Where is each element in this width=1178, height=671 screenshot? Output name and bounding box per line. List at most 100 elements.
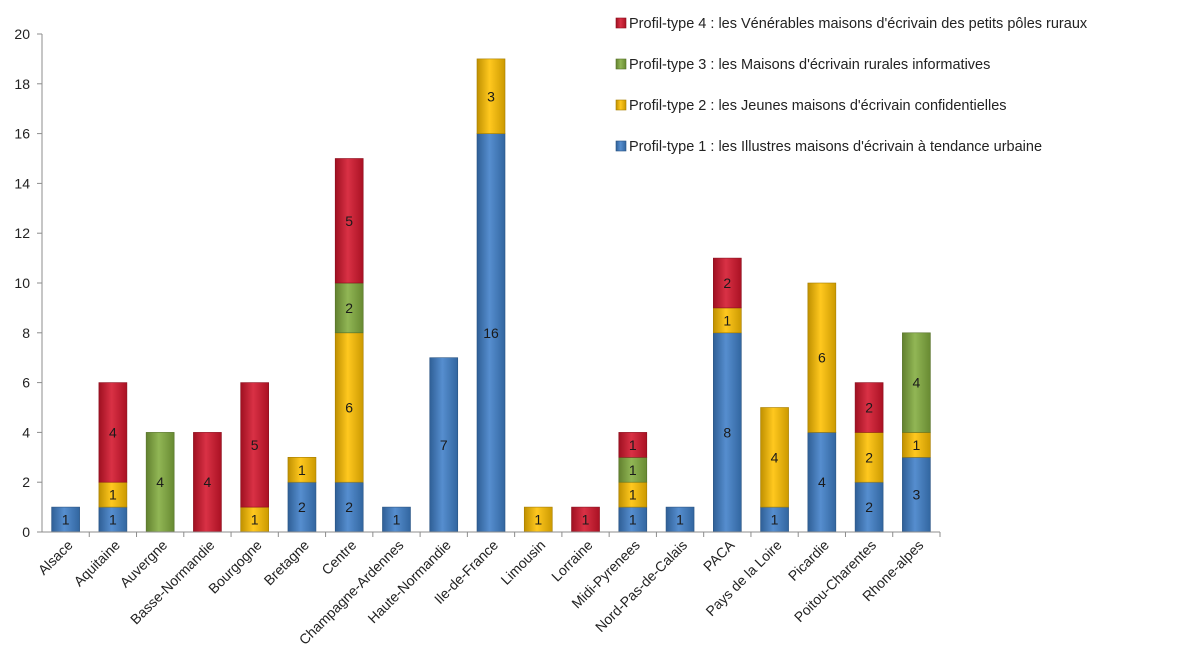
legend: Profil-type 4 : les Vénérables maisons d… <box>615 16 1088 155</box>
data-labels-layer: 1 1 1 4 4 4 1 5 2 1 2 6 2 5 1 7 16 3 1 1 1 1 1 1 1 8 1 2 1 4 4 6 2 2 2 3 1 4 <box>62 88 921 527</box>
x-category-label-basse-normandie: Basse-Normandie <box>127 537 218 628</box>
bar-limousin-profil-2 <box>523 506 553 533</box>
bar-picardie-profil-2 <box>807 282 837 433</box>
bar-centre-profil-4 <box>334 158 364 284</box>
data-label-limousin-profil-2: 1 <box>534 512 542 528</box>
data-label-pays-de-la-loire-profil-2: 4 <box>771 449 779 465</box>
bar-ile-de-france-profil-2 <box>476 58 506 134</box>
y-tick-label-8: 8 <box>22 325 30 341</box>
bar-paca-profil-2 <box>713 307 742 334</box>
data-label-ile-de-france-profil-1: 16 <box>483 325 499 341</box>
data-label-bourgogne-profil-2: 1 <box>251 512 259 528</box>
bar-haute-normandie-profil-1 <box>429 357 459 533</box>
bar-alsace-profil-1 <box>51 506 80 533</box>
data-label-alsace-profil-1: 1 <box>62 512 70 528</box>
x-category-label-haute-normandie: Haute-Normandie <box>364 537 454 627</box>
bar-midi-pyrenees-profil-1 <box>618 506 648 533</box>
bar-pays-de-la-loire-profil-1 <box>760 506 789 533</box>
y-tick-label-6: 6 <box>22 375 30 391</box>
y-tick-label-10: 10 <box>14 275 30 291</box>
bar-aquitaine-profil-1 <box>98 506 128 533</box>
x-category-label-paca: PACA <box>700 536 738 574</box>
x-category-label-alsace: Alsace <box>35 537 76 578</box>
x-category-label-aquitaine: Aquitaine <box>70 537 123 590</box>
data-label-midi-pyrenees-profil-2: 1 <box>629 487 637 503</box>
data-label-ile-de-france-profil-2: 3 <box>487 88 495 104</box>
data-label-midi-pyrenees-profil-4: 1 <box>629 437 637 453</box>
bar-midi-pyrenees-profil-4 <box>618 432 648 458</box>
x-category-label-poitou-charentes: Poitou-Charentes <box>791 537 879 625</box>
x-axis-category-labels: AlsaceAquitaineAuvergneBasse-NormandieBo… <box>35 532 941 648</box>
bar-centre-profil-3 <box>334 282 364 334</box>
legend-swatch-profil-4 <box>615 17 627 29</box>
x-category-label-nord-pas-de-calais: Nord-Pas-de-Calais <box>592 537 690 635</box>
y-tick-label-14: 14 <box>14 175 30 191</box>
y-tick-label-18: 18 <box>14 76 30 92</box>
bar-ile-de-france-profil-1 <box>476 133 506 533</box>
data-label-basse-normandie-profil-4: 4 <box>204 474 212 490</box>
data-label-rhone-alpes-profil-1: 3 <box>912 487 920 503</box>
x-category-label-centre: Centre <box>318 537 359 578</box>
data-label-aquitaine-profil-1: 1 <box>109 512 117 528</box>
data-label-nord-pas-de-calais-profil-1: 1 <box>676 512 684 528</box>
y-axis-ticks: 0 2 4 6 8 10 12 14 16 18 20 <box>14 26 42 540</box>
legend-label-profil-2: Profil-type 2 : les Jeunes maisons d'écr… <box>629 98 1007 114</box>
data-label-midi-pyrenees-profil-3: 1 <box>629 462 637 478</box>
data-label-picardie-profil-1: 4 <box>818 474 826 490</box>
y-tick-label-4: 4 <box>22 424 30 440</box>
legend-swatch-profil-3 <box>615 58 627 70</box>
data-label-poitou-charentes-profil-2: 2 <box>865 449 873 465</box>
data-label-poitou-charentes-profil-1: 2 <box>865 499 873 515</box>
data-label-paca-profil-1: 8 <box>723 424 731 440</box>
x-category-label-bretagne: Bretagne <box>261 537 313 589</box>
bar-rhone-alpes-profil-1 <box>902 456 931 533</box>
bar-rhone-alpes-profil-3 <box>902 332 931 433</box>
data-label-bretagne-profil-2: 1 <box>298 462 306 478</box>
data-label-centre-profil-2: 6 <box>345 400 353 416</box>
data-label-picardie-profil-2: 6 <box>818 350 826 366</box>
data-label-centre-profil-1: 2 <box>345 499 353 515</box>
legend-label-profil-1: Profil-type 1 : les Illustres maisons d'… <box>629 139 1042 155</box>
bar-lorraine-profil-4 <box>571 506 600 533</box>
y-tick-label-16: 16 <box>14 126 30 142</box>
data-label-pays-de-la-loire-profil-1: 1 <box>771 512 779 528</box>
x-category-label-lorraine: Lorraine <box>548 537 596 585</box>
data-label-bourgogne-profil-4: 5 <box>251 437 259 453</box>
data-label-champagne-ardennes-profil-1: 1 <box>393 512 401 528</box>
data-label-poitou-charentes-profil-4: 2 <box>865 400 873 416</box>
bar-paca-profil-4 <box>713 257 742 309</box>
bar-basse-normandie-profil-4 <box>193 432 222 533</box>
bars-layer <box>51 58 931 533</box>
bar-midi-pyrenees-profil-3 <box>618 456 648 483</box>
x-category-label-picardie: Picardie <box>785 537 832 584</box>
data-label-aquitaine-profil-4: 4 <box>109 424 117 440</box>
bar-bretagne-profil-2 <box>287 456 317 483</box>
data-label-centre-profil-4: 5 <box>345 213 353 229</box>
data-label-aquitaine-profil-2: 1 <box>109 487 117 503</box>
legend-swatch-profil-2 <box>615 99 627 111</box>
bar-pays-de-la-loire-profil-2 <box>760 407 789 508</box>
data-label-auvergne-profil-3: 4 <box>156 474 164 490</box>
bar-paca-profil-1 <box>713 332 742 533</box>
bar-centre-profil-2 <box>334 332 364 483</box>
bar-aquitaine-profil-4 <box>98 382 128 483</box>
legend-label-profil-3: Profil-type 3 : les Maisons d'écrivain r… <box>629 57 990 73</box>
y-tick-label-20: 20 <box>14 26 30 42</box>
y-tick-label-0: 0 <box>22 524 30 540</box>
data-label-centre-profil-3: 2 <box>345 300 353 316</box>
bar-centre-profil-1 <box>334 481 364 533</box>
y-tick-label-12: 12 <box>14 225 30 241</box>
y-tick-label-2: 2 <box>22 474 30 490</box>
x-category-label-limousin: Limousin <box>497 537 548 588</box>
data-label-bretagne-profil-1: 2 <box>298 499 306 515</box>
data-label-haute-normandie-profil-1: 7 <box>440 437 448 453</box>
legend-label-profil-4: Profil-type 4 : les Vénérables maisons d… <box>629 16 1088 32</box>
data-label-rhone-alpes-profil-3: 4 <box>912 375 920 391</box>
legend-swatch-profil-1 <box>615 140 627 152</box>
data-label-lorraine-profil-4: 1 <box>582 512 590 528</box>
bar-auvergne-profil-3 <box>145 432 175 533</box>
bar-bourgogne-profil-4 <box>240 382 269 508</box>
data-label-rhone-alpes-profil-2: 1 <box>912 437 920 453</box>
data-label-paca-profil-4: 2 <box>723 275 731 291</box>
